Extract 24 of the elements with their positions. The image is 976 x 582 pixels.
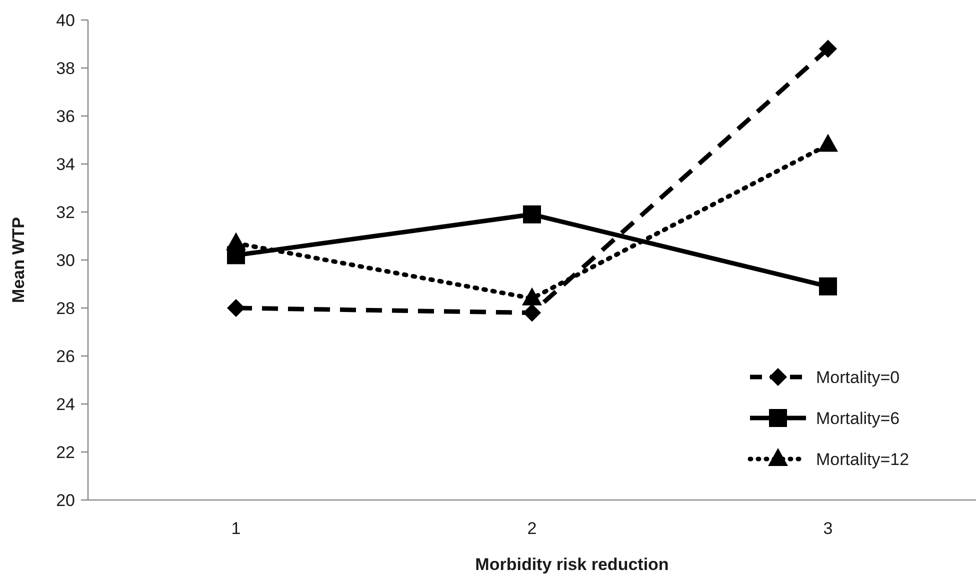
legend-label: Mortality=12: [816, 450, 910, 469]
y-tick-label: 38: [56, 58, 75, 78]
y-tick-label: 24: [56, 394, 75, 414]
point: [523, 205, 541, 224]
point: [227, 299, 245, 317]
y-tick-label: 22: [56, 442, 75, 462]
y-tick-label: 36: [56, 106, 75, 126]
y-tick-label: 30: [56, 250, 75, 270]
point: [819, 277, 837, 296]
x-tick-label: 3: [823, 519, 833, 538]
legend-label: Mortality=0: [816, 368, 900, 387]
y-tick-label: 20: [56, 490, 75, 510]
y-tick-label: 28: [56, 298, 75, 318]
x-tick-label: 1: [231, 519, 241, 538]
y-tick-label: 34: [56, 154, 75, 174]
y-axis-title: Mean WTP: [9, 217, 28, 303]
point: [523, 304, 541, 322]
y-tick-label: 32: [56, 202, 75, 222]
y-tick-label: 26: [56, 346, 75, 366]
x-axis-title: Morbidity risk reduction: [475, 555, 669, 574]
x-tick-label: 2: [527, 519, 537, 538]
y-tick-label: 40: [56, 10, 75, 30]
point: [819, 40, 837, 58]
legend-label: Mortality=6: [816, 408, 900, 428]
